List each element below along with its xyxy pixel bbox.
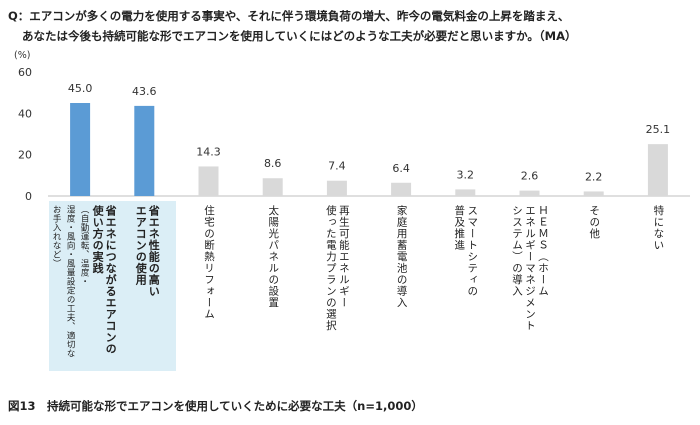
category-label-line: 使い方の実践: [91, 205, 105, 274]
category-label-line: その他: [588, 205, 601, 240]
y-tick-label: 40: [18, 107, 32, 120]
category-label: 特にない: [651, 205, 664, 251]
category-label-line: システム）の導入: [511, 205, 523, 297]
data-label: 7.4: [328, 160, 346, 173]
category-label-line: 普及推進: [453, 205, 466, 251]
category-label-line: エネルギーマネジメント: [524, 205, 536, 332]
category-label: ＨＥＭＳ（ホーム エネルギーマネジメント システム）の導入: [510, 205, 549, 332]
category-label-line: 再生可能エネルギー: [337, 205, 350, 309]
category-label: 家庭用蓄電池の導入: [395, 205, 408, 309]
category-label-line: ＨＥＭＳ（ホーム: [537, 205, 549, 297]
category-label: 再生可能エネルギー 使った電力プランの選択: [324, 205, 350, 332]
question-text: Q：エアコンが多くの電力を使用する事実や、それに伴う環境負荷の増大、昨今の電気料…: [8, 6, 692, 46]
category-label-note: （自動運転、温度・: [79, 205, 90, 286]
category-label: 住宅の断熱リフォーム: [202, 205, 215, 320]
bar: [134, 105, 155, 196]
bar: [262, 178, 283, 196]
data-label: 25.1: [646, 123, 671, 136]
data-label: 43.6: [132, 85, 157, 98]
category-label-line: 太陽光パネルの設置: [267, 205, 280, 309]
bar: [647, 144, 668, 196]
data-label: 8.6: [264, 157, 282, 170]
highlight-panel: [49, 201, 176, 371]
category-label-line: 使った電力プランの選択: [324, 205, 337, 332]
category-label-line: スマートシティの: [466, 205, 479, 297]
category-label: 省エネ性能の高い エアコンの使用: [134, 205, 160, 297]
data-label: 6.4: [392, 162, 410, 175]
category-label-line: 家庭用蓄電池の導入: [395, 205, 408, 309]
category-label-line: 特にない: [652, 205, 665, 251]
data-label: 14.3: [196, 145, 221, 158]
y-tick-label: 60: [18, 66, 32, 79]
bar: [583, 191, 604, 196]
category-label: スマートシティの 普及推進: [452, 205, 478, 297]
bar: [391, 182, 412, 196]
category-label: 太陽光パネルの設置: [266, 205, 279, 309]
figure-caption: 図13 持続可能な形でエアコンを使用していくために必要な工夫（n=1,000）: [8, 399, 423, 413]
y-tick-label: 0: [25, 190, 32, 203]
category-label-line: 省エネにつながるエアコンの: [104, 205, 118, 355]
data-label: 45.0: [68, 82, 93, 95]
category-label-line: エアコンの使用: [134, 205, 148, 286]
y-axis-unit-label: (%): [14, 50, 30, 61]
bar: [198, 166, 219, 196]
bar: [455, 189, 476, 196]
y-tick-label: 20: [18, 149, 32, 162]
category-label-note: 湿度・風向・風量設定の工夫、適切な: [65, 205, 76, 358]
data-label: 3.2: [457, 168, 475, 181]
bar: [519, 190, 540, 196]
bar: [326, 180, 347, 196]
question-line-2: あなたは今後も持続可能な形でエアコンを使用していくにはどのような工夫が必要だと思…: [22, 29, 577, 43]
category-label-note: お手入れなど）: [51, 205, 62, 268]
data-label: 2.2: [585, 170, 603, 183]
category-label: その他: [587, 205, 600, 240]
category-label-line: 住宅の断熱リフォーム: [203, 205, 215, 320]
data-label: 2.6: [521, 170, 539, 183]
category-label: 省エネにつながるエアコンの 使い方の実践 （自動運転、温度・ 湿度・風向・風量設定の工…: [49, 205, 117, 358]
category-label-line: 省エネ性能の高い: [147, 205, 161, 297]
question-line-1: Q：エアコンが多くの電力を使用する事実や、それに伴う環境負荷の増大、昨今の電気料…: [8, 9, 570, 23]
bar: [70, 103, 91, 196]
